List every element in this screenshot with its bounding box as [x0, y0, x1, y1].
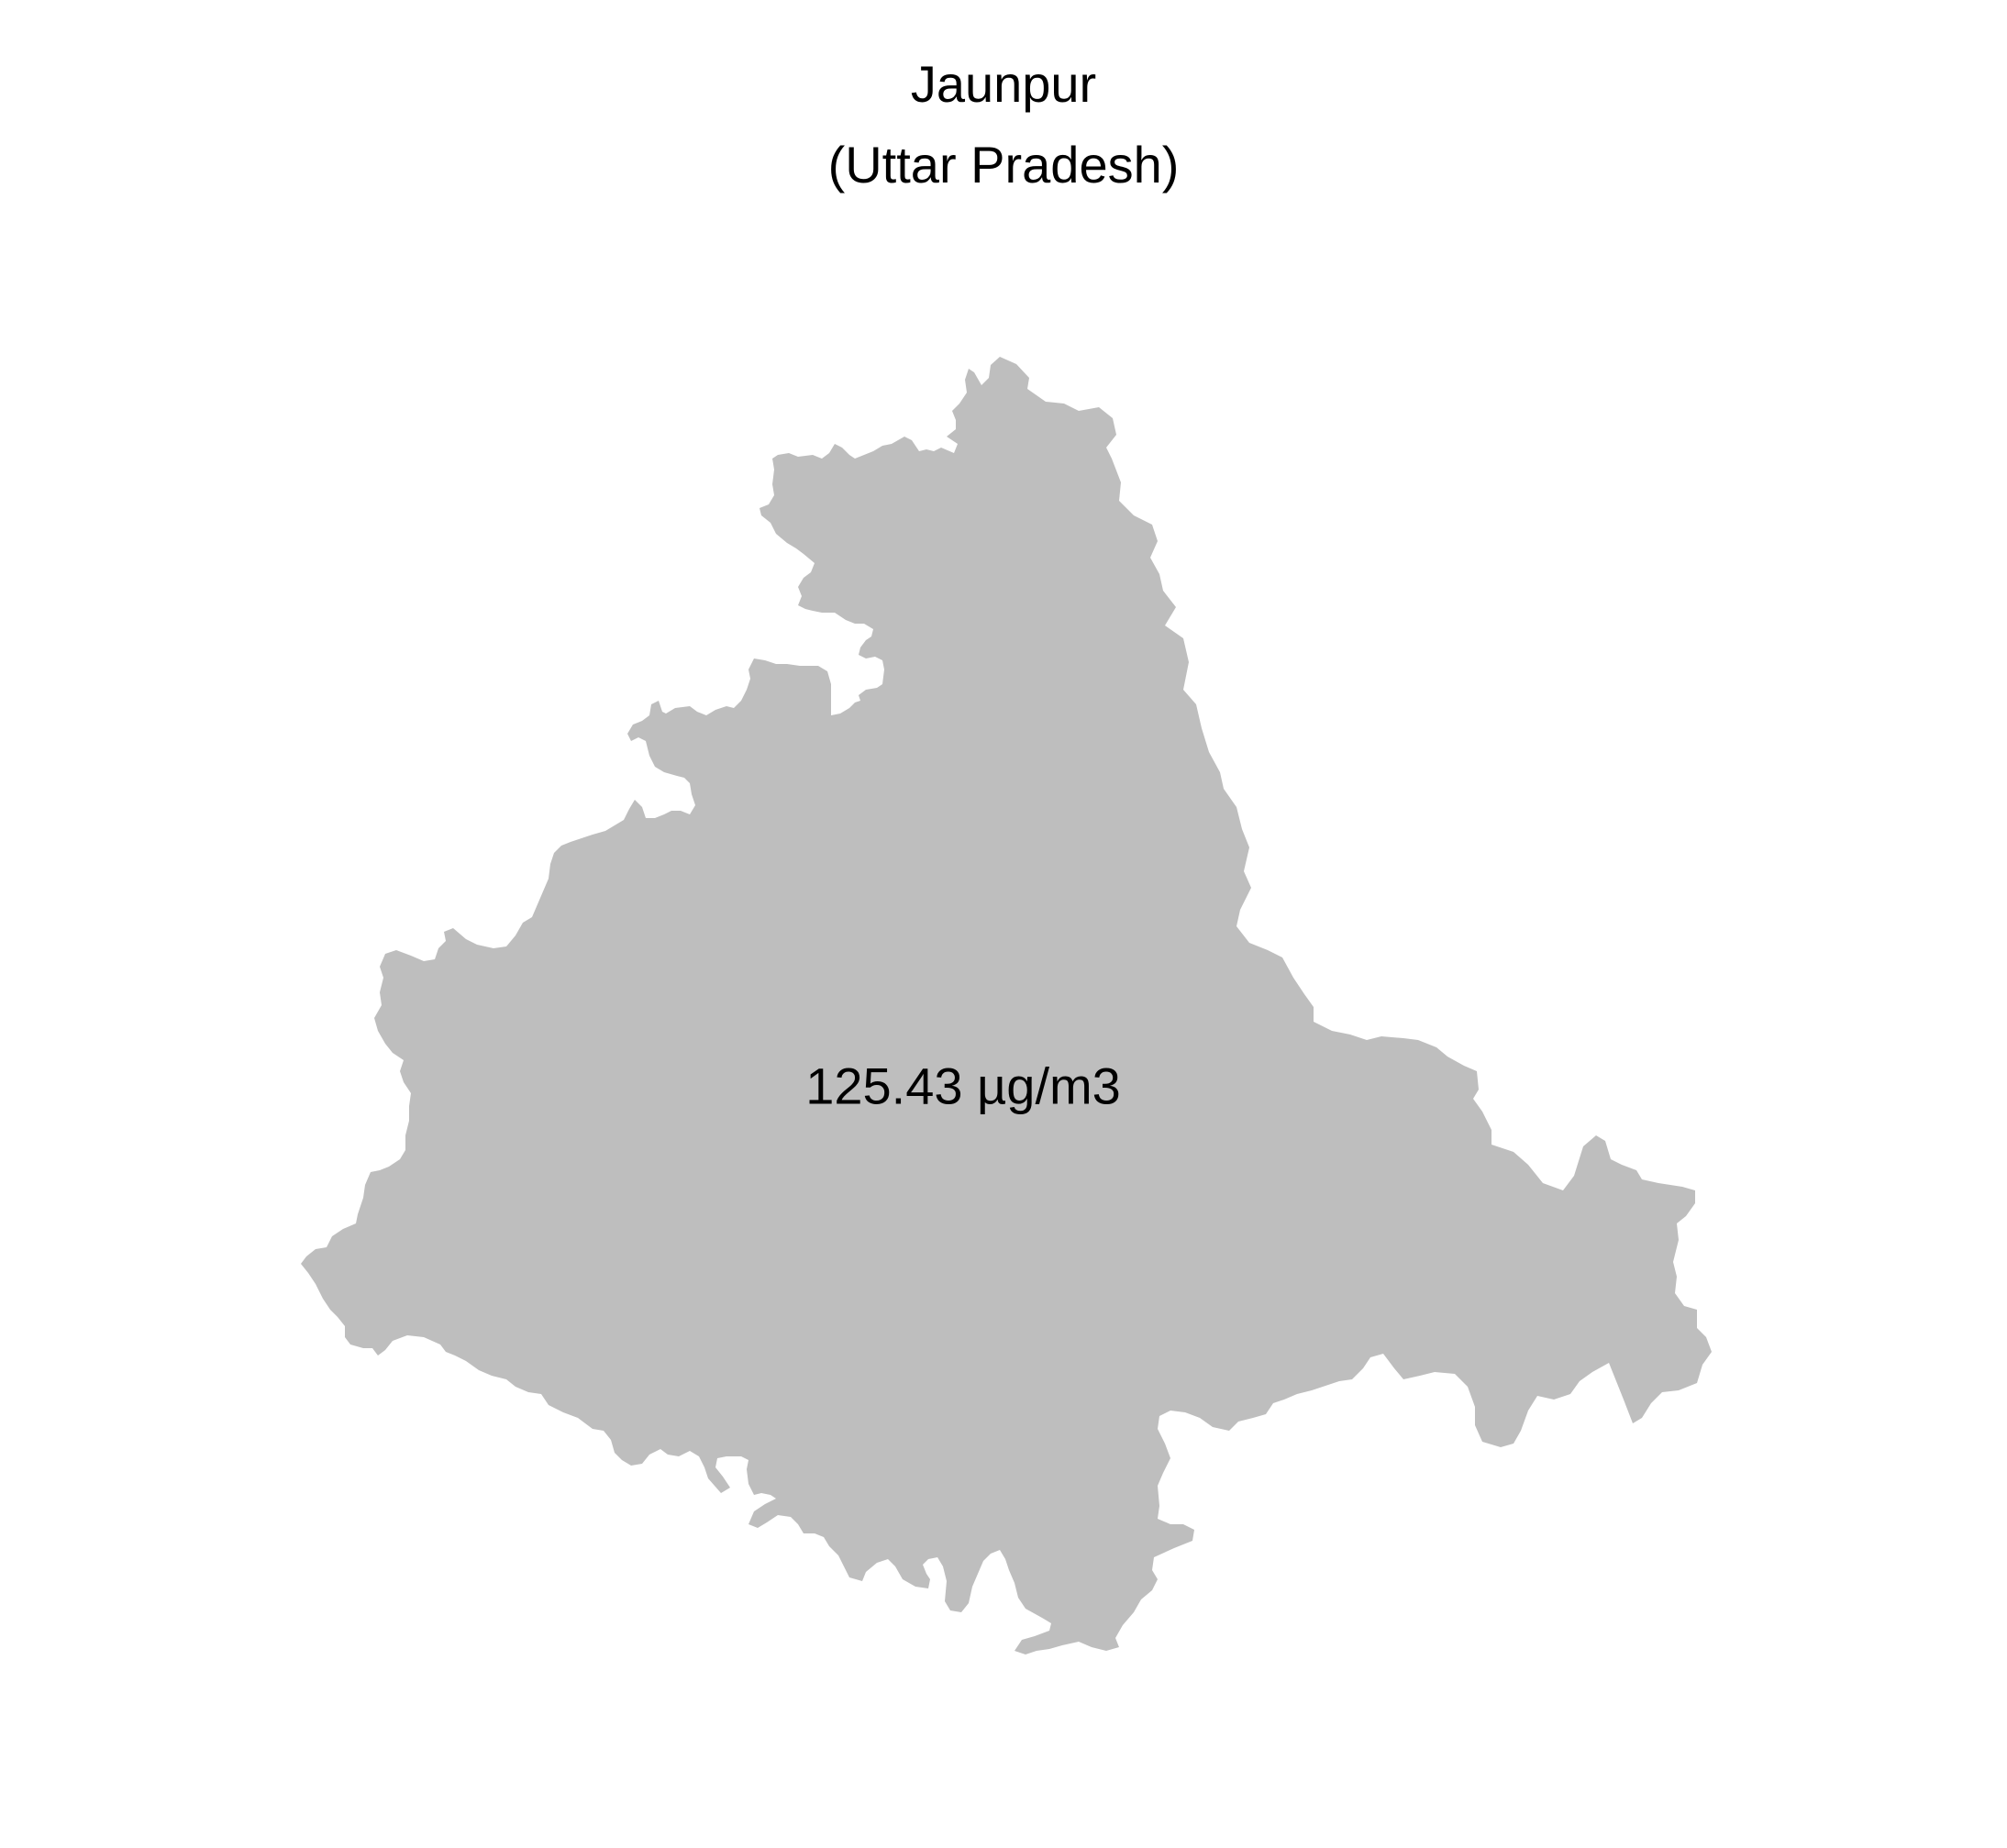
district-value-label: 125.43 µg/m3 [805, 1057, 1121, 1115]
district-shape-jaunpur [301, 357, 1712, 1654]
map-title: Jaunpur [910, 55, 1097, 113]
map-title-block: Jaunpur (Uttar Pradesh) [0, 44, 2007, 205]
map-subtitle: (Uttar Pradesh) [827, 136, 1180, 194]
